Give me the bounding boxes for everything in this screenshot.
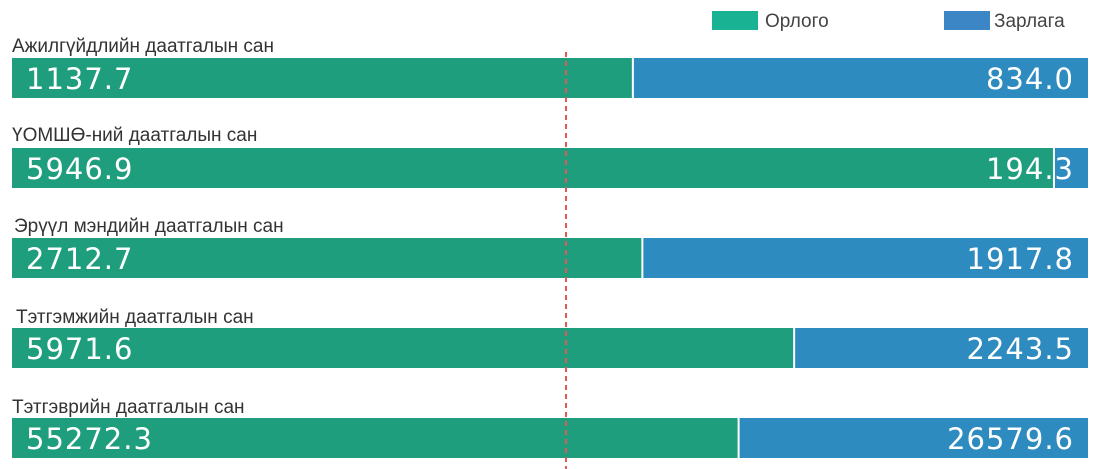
income-value-label: 55272.3 <box>26 422 153 456</box>
income-bar <box>12 58 633 98</box>
income-bar <box>12 418 739 458</box>
legend: Орлого Зарлага <box>712 11 1065 32</box>
expense-bar <box>642 238 1088 278</box>
income-bar <box>12 148 1054 188</box>
category-label: Эрүүл мэндийн даатгалын сан <box>14 216 284 237</box>
expense-value-label: 1917.8 <box>967 242 1074 276</box>
category-labels: Ажилгүйдлийн даатгалын сан ҮОМШӨ-ний даат… <box>12 36 284 418</box>
income-value-label: 1137.7 <box>26 62 133 96</box>
category-label: Ажилгүйдлийн даатгалын сан <box>12 36 274 57</box>
expense-bar <box>632 58 1088 98</box>
category-label: Тэтгэврийн даатгалын сан <box>12 397 245 418</box>
bars <box>12 58 1088 458</box>
category-label: Тэтгэмжийн даатгалын сан <box>16 307 254 328</box>
income-bar <box>12 238 643 278</box>
expense-bar <box>794 328 1088 368</box>
legend-label-expense: Зарлага <box>994 11 1065 32</box>
expense-value-label: 26579.6 <box>947 422 1074 456</box>
legend-label-income: Орлого <box>765 11 829 32</box>
expense-value-label: 834.0 <box>986 62 1074 96</box>
expense-bar <box>1053 148 1088 188</box>
expense-bar <box>738 418 1088 458</box>
legend-swatch-income <box>712 11 758 30</box>
income-value-label: 5946.9 <box>26 152 133 186</box>
value-labels: 1137.7 834.0 5946.9 194.3 2712.7 1917.8 5971.6… <box>26 62 1074 456</box>
income-value-label: 2712.7 <box>26 242 133 276</box>
legend-swatch-expense <box>944 11 990 30</box>
income-bar <box>12 328 795 368</box>
category-label: ҮОМШӨ-ний даатгалын сан <box>12 125 257 146</box>
expense-value-label: 2243.5 <box>967 332 1074 366</box>
income-value-label: 5971.6 <box>26 332 133 366</box>
expense-value-label: 194.3 <box>986 152 1074 186</box>
